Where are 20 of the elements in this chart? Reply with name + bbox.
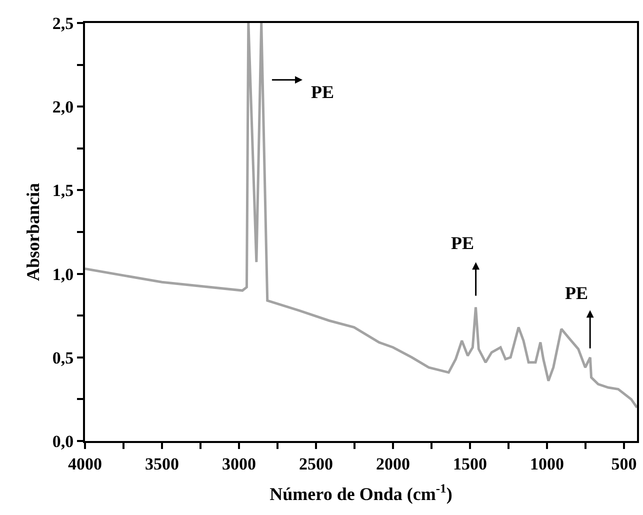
x-tick-label: 3000 <box>222 454 256 474</box>
annotation: PE <box>451 233 474 253</box>
x-tick-label: 4000 <box>68 454 102 474</box>
annotation: PE <box>311 82 334 102</box>
y-axis-title: Absorbancia <box>23 182 44 282</box>
line-series <box>85 23 637 409</box>
x-tick-label: 3500 <box>145 454 180 474</box>
y-tick-label: 0,5 <box>52 348 74 368</box>
x-tick-label: 500 <box>611 454 637 474</box>
x-axis-title: Número de Onda (cm$^{-1}$) <box>270 481 452 504</box>
x-tick-label: 1500 <box>453 454 488 474</box>
x-tick-label: 2500 <box>299 454 334 474</box>
y-tick-label: 0,0 <box>52 432 74 451</box>
y-tick-label: 2,5 <box>52 14 74 33</box>
y-tick-label: 2,0 <box>52 98 74 117</box>
y-tick-label: 1,0 <box>52 264 74 284</box>
x-tick-label: 1000 <box>530 454 564 474</box>
y-tick-label: 1,5 <box>52 181 74 200</box>
annotation: PE <box>565 283 588 303</box>
x-tick-label: 2000 <box>376 454 410 474</box>
